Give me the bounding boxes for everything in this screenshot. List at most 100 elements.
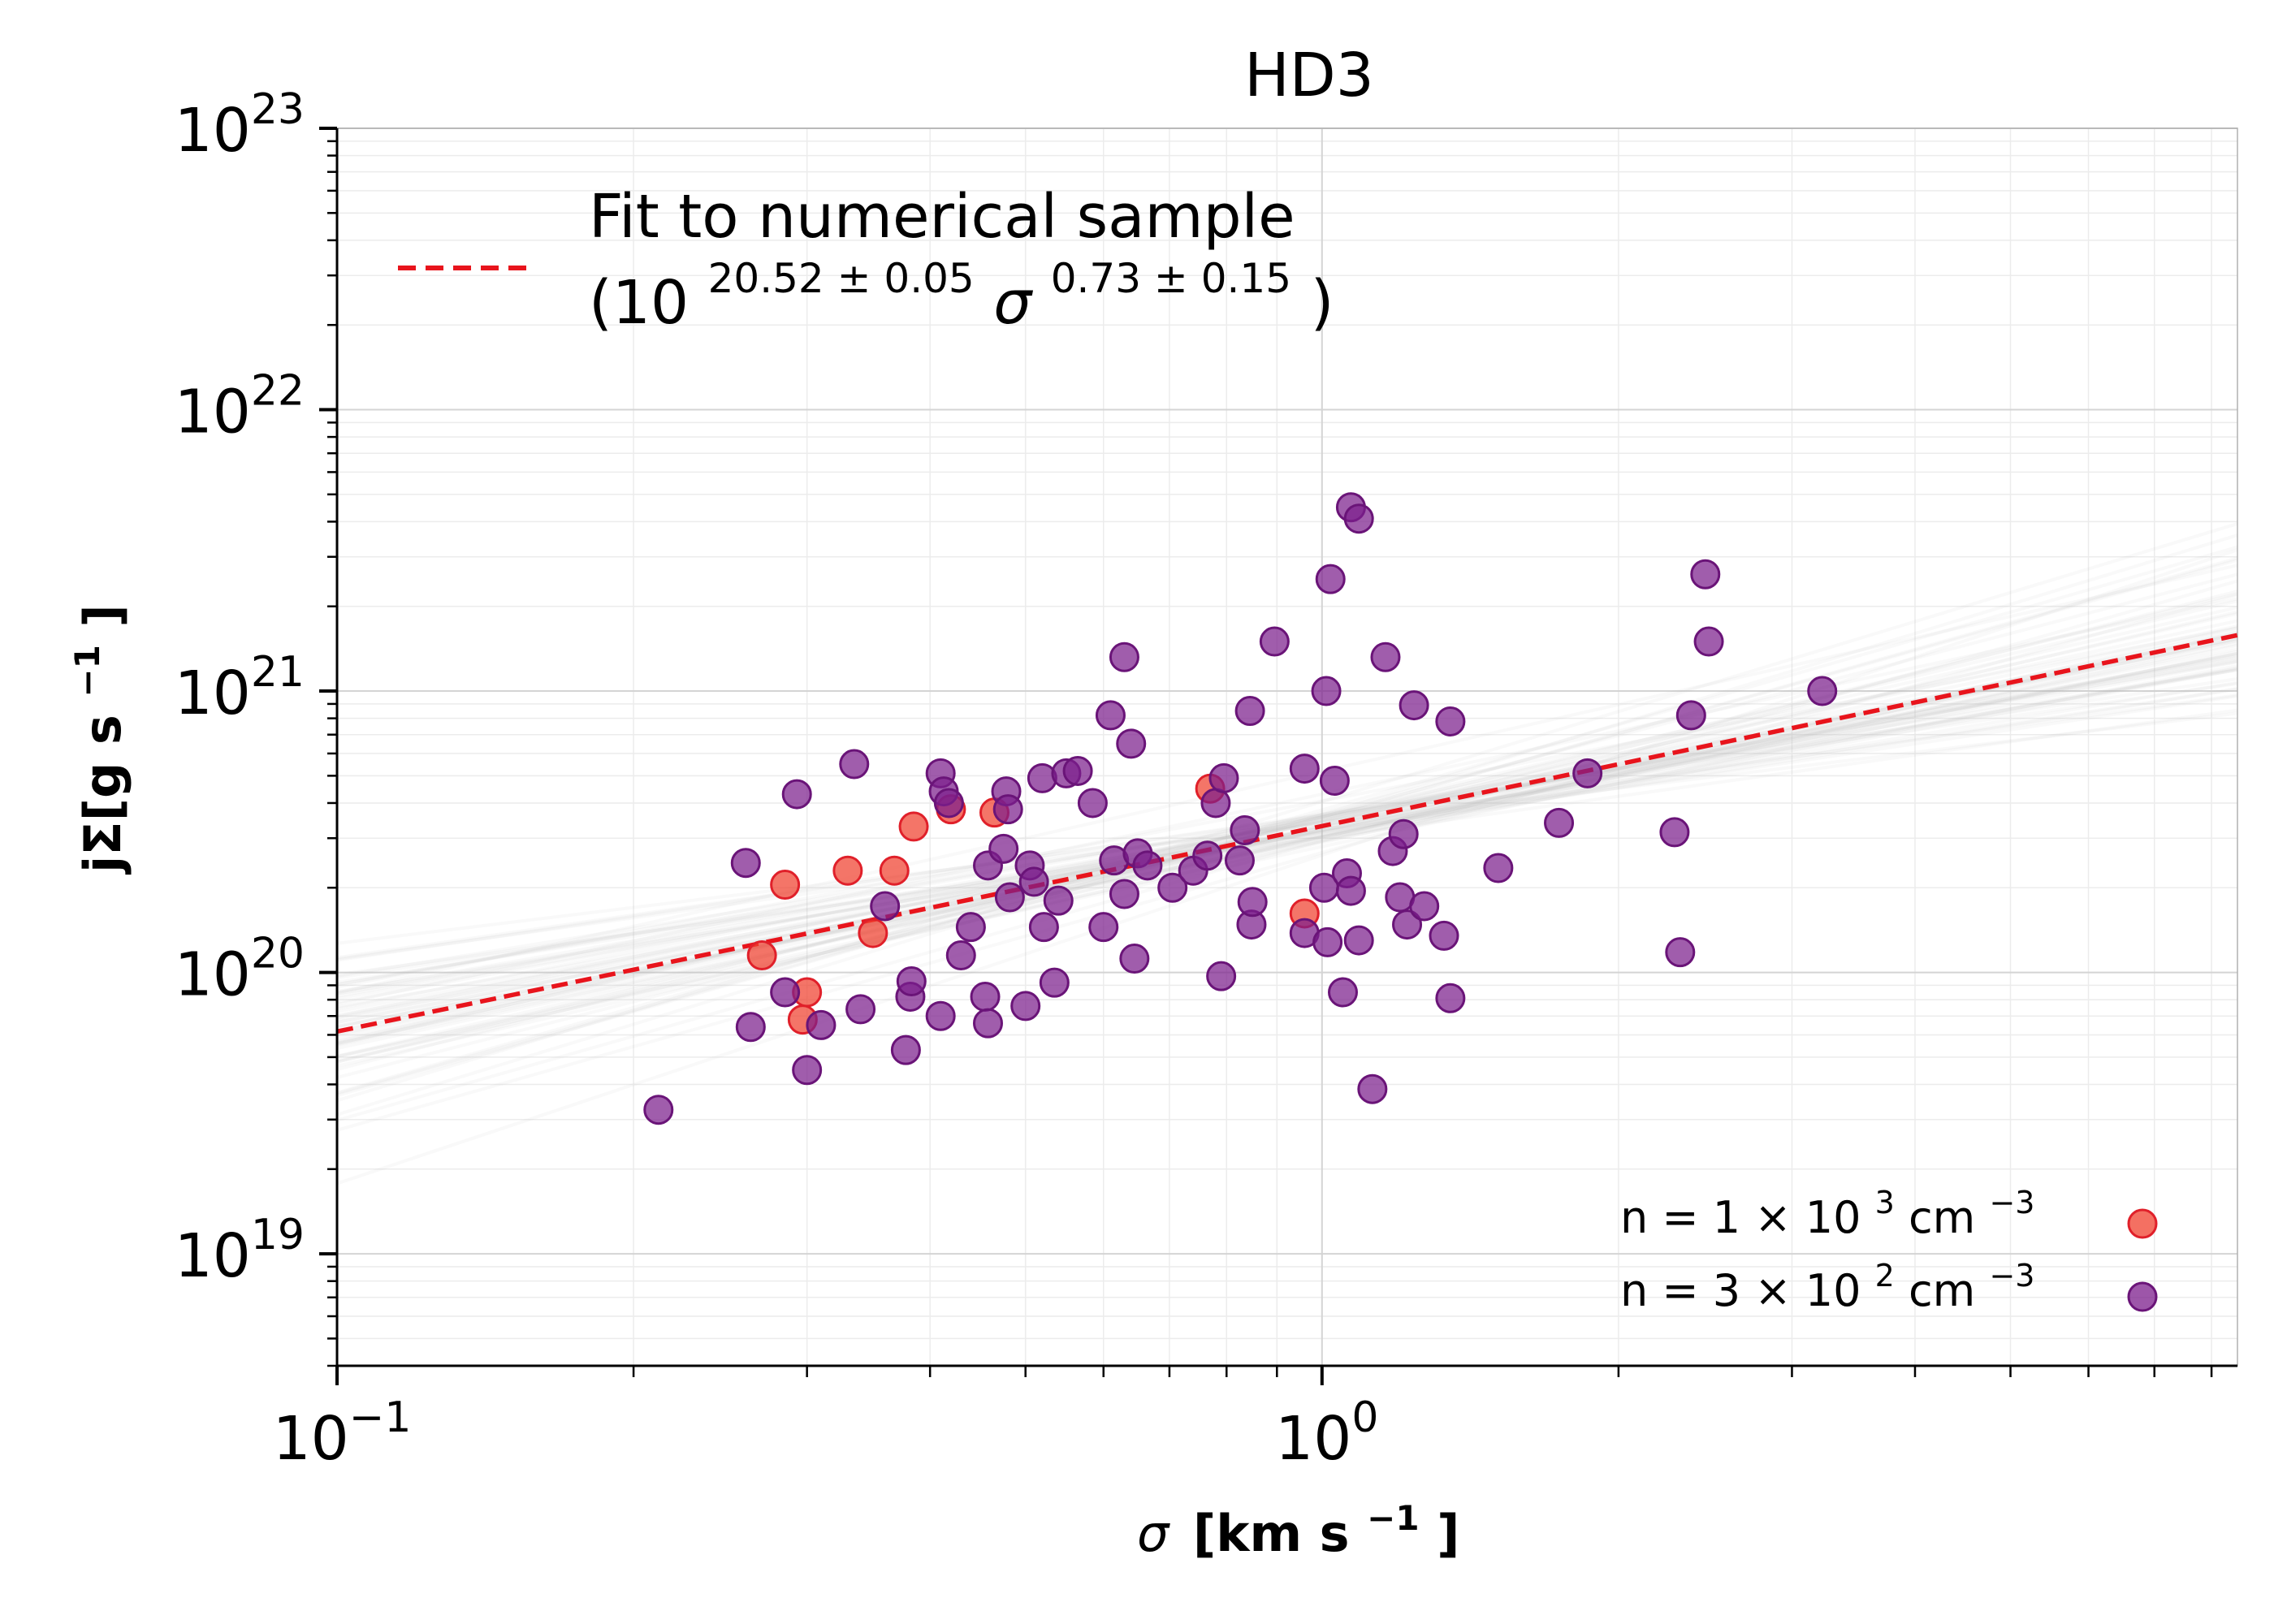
bootstrap-line	[336, 533, 2238, 1116]
point-n3e2	[1208, 762, 1239, 793]
point-n3e2	[1234, 696, 1265, 727]
bootstrap-line	[336, 687, 2238, 984]
bootstrap-line	[336, 619, 2238, 1030]
point-n3e2	[1028, 912, 1059, 943]
bootstrap-line	[336, 651, 2238, 1033]
fit-line-group	[336, 633, 2238, 1034]
point-n3e2	[1039, 967, 1070, 998]
bootstrap-line	[336, 641, 2238, 1047]
bootstrap-line	[336, 708, 2238, 977]
bootstrap-line	[336, 654, 2238, 1025]
fit-legend-sigma: σ	[993, 268, 1033, 338]
point-n3e2	[1116, 728, 1147, 759]
bootstrap-line	[336, 694, 2238, 980]
point-n3e2	[1659, 817, 1690, 848]
bootstrap-line	[336, 630, 2238, 1068]
point-n3e2	[1675, 700, 1706, 731]
point-n3e2	[945, 940, 976, 971]
point-n3e2	[1224, 845, 1255, 876]
point-n3e2	[890, 1034, 921, 1065]
point-n3e2	[1409, 891, 1440, 922]
bootstrap-line	[336, 659, 2238, 987]
point-n3e2	[1429, 920, 1459, 951]
fit-legend-open: (10	[589, 268, 689, 338]
bootstrap-line	[336, 590, 2238, 1079]
bootstrap-line	[336, 651, 2238, 1025]
legend-marker-n3e2	[2127, 1281, 2158, 1312]
point-n3e2	[870, 891, 901, 922]
point-n3e2	[770, 977, 801, 1008]
bootstrap-line	[336, 579, 2238, 1122]
bootstrap-line	[336, 650, 2238, 1058]
point-n3e2	[1392, 909, 1423, 940]
point-n3e2	[1399, 690, 1429, 721]
legend-marker-n1e3	[2127, 1208, 2158, 1239]
point-n3e2	[933, 788, 964, 818]
point-n3e2	[896, 965, 927, 996]
bootstrap-line	[336, 711, 2238, 945]
y-tick-base: 10	[175, 96, 251, 166]
point-n3e2	[925, 1000, 956, 1031]
point-n3e2	[1192, 840, 1223, 871]
bootstrap-line	[336, 655, 2238, 987]
point-n3e2	[1062, 755, 1093, 786]
x-label-symbol: σ	[1137, 1504, 1170, 1563]
point-n3e2	[1572, 758, 1603, 788]
y-tick-base: 10	[175, 940, 251, 1010]
legend2-prefix: n = 3 × 10	[1620, 1265, 1861, 1316]
point-n1e3	[858, 918, 888, 948]
point-n3e2	[1388, 818, 1419, 849]
series-legend: n = 1 × 10 3 cm −3 n = 3 × 10 2 cm −3	[1620, 1185, 2158, 1316]
point-n1e3	[832, 855, 863, 886]
point-n1e3	[746, 940, 777, 971]
point-n3e2	[1435, 983, 1466, 1013]
point-n3e2	[1200, 788, 1231, 818]
point-n3e2	[1027, 762, 1057, 793]
point-n3e2	[992, 794, 1023, 825]
x-label-close: ]	[1437, 1504, 1459, 1563]
point-n1e3	[898, 811, 929, 842]
point-n3e2	[1095, 700, 1126, 731]
bootstrap-line	[336, 592, 2238, 1064]
point-n3e2	[643, 1095, 674, 1125]
point-n3e2	[1018, 866, 1049, 897]
bootstrap-line	[336, 572, 2238, 1071]
x-tick-labels: 10−1 100	[273, 1393, 1379, 1474]
legend1-exp: 3	[1875, 1185, 1895, 1220]
y-tick-exp: 19	[251, 1211, 305, 1259]
fit-legend: Fit to numerical sample (10 20.52 ± 0.05…	[398, 182, 1334, 338]
point-n3e2	[1237, 887, 1268, 918]
point-n3e2	[1259, 626, 1290, 657]
point-n3e2	[955, 912, 986, 943]
y-tick-label: 1021	[175, 648, 305, 728]
point-n3e2	[1043, 885, 1074, 916]
point-n3e2	[1357, 1073, 1388, 1104]
y-tick-label: 1022	[175, 367, 305, 447]
y-tick-label: 1019	[175, 1211, 305, 1291]
y-tick-label: 1023	[175, 85, 305, 166]
bootstrap-line	[336, 633, 2238, 1018]
bootstrap-line	[336, 626, 2238, 989]
y-tick-exp: 20	[251, 930, 305, 978]
bootstrap-line	[336, 653, 2238, 1004]
bootstrap-line	[336, 680, 2238, 996]
point-n1e3	[879, 855, 910, 886]
bootstrap-line	[336, 599, 2238, 1047]
bootstrap-line	[336, 521, 2238, 1103]
point-n3e2	[1807, 676, 1838, 706]
point-n3e2	[1289, 754, 1320, 784]
bootstrap-line	[336, 666, 2238, 1020]
point-n3e2	[1119, 944, 1150, 974]
bootstrap-line	[336, 593, 2238, 1132]
fit-legend-line2: (10 20.52 ± 0.05 σ 0.73 ± 0.15 )	[589, 237, 1334, 338]
point-n3e2	[839, 749, 870, 780]
bootstrap-fit-lines	[336, 521, 2238, 1186]
fit-legend-line1: Fit to numerical sample	[589, 182, 1295, 252]
point-n3e2	[1315, 564, 1346, 594]
bootstrap-line	[336, 597, 2238, 1006]
point-n3e2	[735, 1012, 766, 1043]
point-n3e2	[970, 981, 1001, 1012]
point-n3e2	[781, 779, 812, 810]
point-n3e2	[1544, 807, 1575, 838]
